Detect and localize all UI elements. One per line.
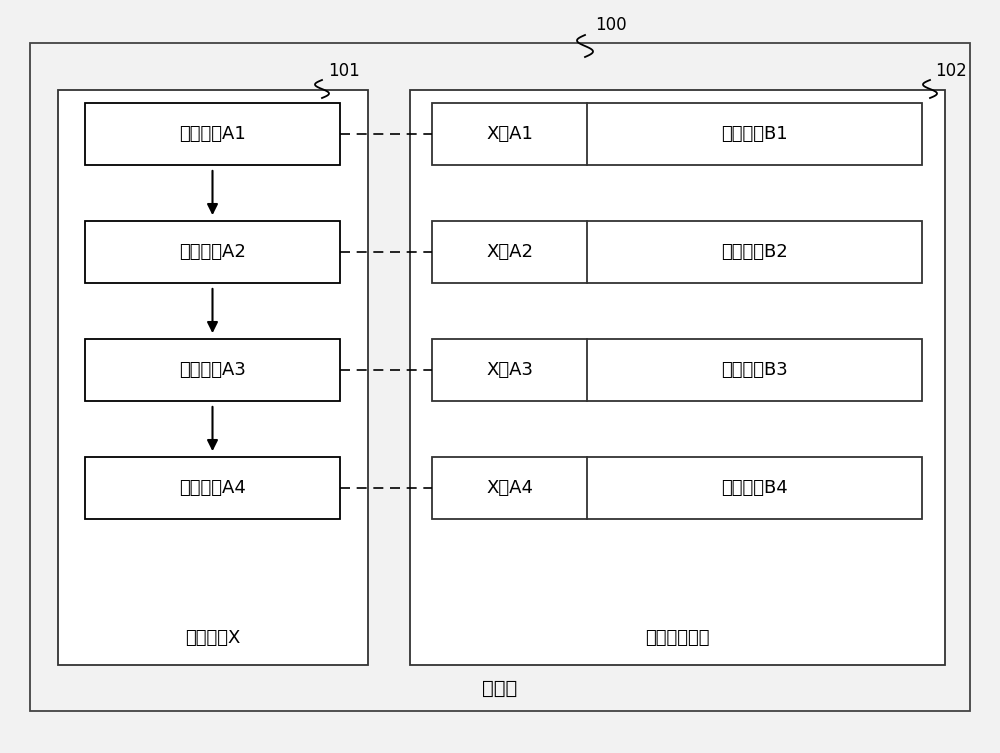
Text: 目标数据仓库: 目标数据仓库 [645, 629, 710, 647]
Text: 程序函数A2: 程序函数A2 [179, 243, 246, 261]
Text: 服务器: 服务器 [482, 678, 518, 697]
Text: X，A2: X，A2 [486, 243, 533, 261]
Text: 目标数据B2: 目标数据B2 [721, 243, 788, 261]
Bar [432, 339, 922, 401]
Text: 目标数据B4: 目标数据B4 [721, 479, 788, 497]
Text: 应用软件X: 应用软件X [185, 629, 241, 647]
Bar [85, 103, 340, 165]
Bar [85, 457, 340, 519]
Text: 程序函数A3: 程序函数A3 [179, 361, 246, 379]
Text: X，A1: X，A1 [486, 125, 533, 143]
Text: 目标数据B3: 目标数据B3 [721, 361, 788, 379]
Text: X，A4: X，A4 [486, 479, 533, 497]
Text: 目标数据B1: 目标数据B1 [721, 125, 788, 143]
Bar [432, 221, 922, 283]
Text: 102: 102 [935, 62, 967, 80]
Bar [58, 90, 368, 665]
Text: 程序函数A4: 程序函数A4 [179, 479, 246, 497]
Bar [85, 339, 340, 401]
Text: 100: 100 [595, 16, 627, 34]
Bar [410, 90, 945, 665]
Text: X，A3: X，A3 [486, 361, 533, 379]
Bar [432, 103, 922, 165]
Bar [30, 43, 970, 711]
Text: 101: 101 [328, 62, 360, 80]
Bar [85, 221, 340, 283]
Bar [432, 457, 922, 519]
Text: 程序函数A1: 程序函数A1 [179, 125, 246, 143]
